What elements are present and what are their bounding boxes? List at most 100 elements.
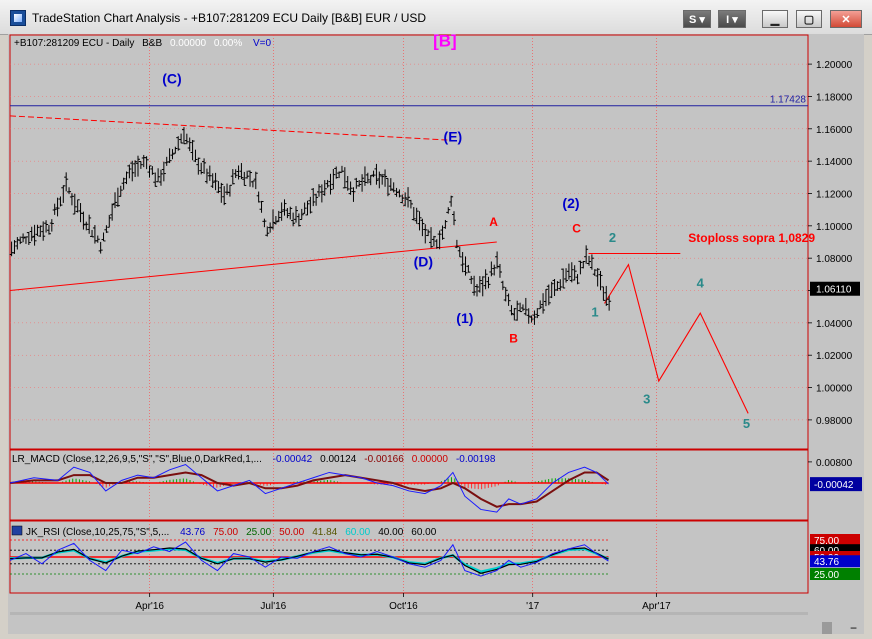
- rsi-panel[interactable]: 75.00 60.00 50.00 43.76 25.00 JK_RSI (Close,…: [9, 520, 860, 594]
- level-line-label: 1.17428: [770, 95, 807, 106]
- rsi-level-label: 25.00: [814, 570, 839, 581]
- macd-header: LR_MACD (Close,12,26,9,5,"S","S",Blue,0,…: [12, 454, 496, 465]
- wave-label: 1: [591, 304, 598, 319]
- macd-label: LR_MACD (Close,12,26,9,5,"S","S",Blue,0,…: [12, 454, 262, 465]
- scroll-handle[interactable]: [822, 622, 832, 634]
- price-tick-label: 1.00000: [816, 384, 853, 395]
- tag-label: B&B: [142, 38, 162, 49]
- rsi-level-label: 43.76: [814, 557, 839, 568]
- indicator-menu-button[interactable]: I ▾: [718, 10, 746, 28]
- macd-value: 0.00124: [320, 454, 357, 465]
- time-tick-label: Oct'16: [389, 601, 418, 612]
- rsi-level-box: [810, 555, 860, 568]
- title-bar[interactable]: TradeStation Chart Analysis - +B107:2812…: [0, 0, 872, 35]
- macd-lines: [9, 463, 610, 513]
- price-axis: 1.20000 1.18000 1.16000 1.14000 1.12000 1.100…: [808, 60, 860, 427]
- rsi-level-box: [810, 568, 860, 580]
- trendline: [9, 241, 497, 292]
- trendline: [9, 115, 449, 141]
- rsi-value: 25.00: [246, 527, 271, 538]
- wave-label: (1): [456, 310, 473, 326]
- wave-label: [B]: [433, 34, 457, 50]
- macd-line: [9, 463, 609, 513]
- chart-canvas[interactable]: 1.20000 1.18000 1.16000 1.14000 1.12000 1.100…: [8, 31, 864, 635]
- wave-label: 4: [697, 275, 705, 290]
- indicator-icon: [11, 525, 23, 536]
- rsi-value: 41.84: [312, 527, 337, 538]
- price-tick-label: 1.04000: [816, 319, 853, 330]
- wave-annotations: (C) [B] (E) A (2) C 2 Stoploss sopra 1,0829 (D) 4…: [162, 31, 815, 431]
- macd-value: -0.00198: [456, 454, 496, 465]
- rsi-values: 43.76 75.00 25.00 50.00 41.84 60.00 40.00 60.00: [180, 527, 437, 538]
- symbol-label: +B107:281209 ECU - Daily: [14, 38, 134, 49]
- rsi-value: 60.00: [411, 527, 436, 538]
- wave-label: Stoploss sopra 1,0829: [688, 231, 815, 245]
- indicator-menu-label: I: [726, 14, 730, 26]
- macd-current-label: -0.00042: [814, 480, 854, 491]
- horizontal-scrollbar[interactable]: [10, 612, 808, 615]
- rsi-value: 75.00: [213, 527, 238, 538]
- volume-label: V=0: [253, 38, 272, 49]
- style-menu-label: S: [689, 14, 697, 26]
- wave-label: 2: [609, 230, 616, 245]
- price-panel[interactable]: 1.20000 1.18000 1.16000 1.14000 1.12000 1.100…: [9, 31, 860, 450]
- rsi-value: 43.76: [180, 527, 205, 538]
- macd-value: 0.00000: [412, 454, 449, 465]
- close-button[interactable]: ✕: [830, 10, 862, 28]
- chart-window[interactable]: 1.20000 1.18000 1.16000 1.14000 1.12000 1.100…: [8, 31, 864, 635]
- macd-panel[interactable]: 0.00800 -0.00042 LR_MACD (Close,12,26,9,5…: [9, 449, 862, 521]
- macd-value: -0.00042: [273, 454, 313, 465]
- wave-label: C: [572, 221, 581, 235]
- price-tick-label: 1.12000: [816, 189, 853, 200]
- maximize-button[interactable]: ▢: [796, 10, 822, 28]
- macd-current-box: [810, 477, 862, 492]
- minimize-icon: ▁: [770, 14, 780, 26]
- macd-signal-line: [9, 471, 610, 508]
- rsi-value: 60.00: [345, 527, 370, 538]
- rsi-level-label: 75.00: [814, 536, 839, 547]
- price-plot-area: [9, 34, 809, 450]
- rsi-average-line: [9, 547, 609, 574]
- wave-label: (C): [162, 71, 181, 87]
- chevron-down-icon: ▾: [696, 14, 705, 26]
- macd-plot-area: [9, 449, 809, 521]
- price-tick-label: 1.18000: [816, 92, 853, 103]
- wave-label: 5: [743, 416, 750, 431]
- rsi-header: JK_RSI (Close,10,25,75,"S",5,... 43.76 75…: [26, 527, 437, 538]
- macd-tick-label: 0.00800: [816, 458, 853, 469]
- price-tick-label: 1.08000: [816, 254, 853, 265]
- wave-label: 3: [643, 392, 650, 407]
- rsi-line: [9, 541, 609, 577]
- wave-label: (E): [444, 129, 463, 145]
- minimize-button[interactable]: ▁: [762, 10, 788, 28]
- wave-label: B: [509, 331, 518, 345]
- macd-values: -0.00042 0.00124 -0.00166 0.00000 -0.00198: [273, 454, 496, 465]
- time-tick-label: '17: [526, 601, 539, 612]
- price-tick-label: 1.02000: [816, 351, 853, 362]
- wave-projection-line: [604, 263, 749, 414]
- rsi-value: 40.00: [378, 527, 403, 538]
- window-title: TradeStation Chart Analysis - +B107:2812…: [32, 11, 427, 25]
- rsi-lines: [9, 539, 610, 577]
- macd-value: -0.00166: [364, 454, 404, 465]
- last-price-box: [810, 281, 860, 296]
- wave-label: (D): [414, 253, 433, 269]
- pct-label: 0.00%: [214, 38, 242, 49]
- rsi-label: JK_RSI (Close,10,25,75,"S",5,...: [26, 527, 169, 538]
- maximize-icon: ▢: [803, 14, 815, 26]
- rsi-value: 50.00: [279, 527, 304, 538]
- tradestation-app-icon: [10, 10, 26, 26]
- time-axis: Apr'16 Jul'16 Oct'16 '17 Apr'17: [135, 593, 671, 612]
- price-tick-label: 1.14000: [816, 157, 853, 168]
- chevron-down-icon: ▾: [729, 14, 738, 26]
- wave-label: (2): [562, 195, 579, 211]
- last-price-label: 1.06110: [816, 285, 852, 296]
- price-tick-label: 1.10000: [816, 222, 853, 233]
- minus-icon[interactable]: −: [850, 621, 857, 635]
- price-bars: [9, 127, 612, 325]
- price-overlays: 1.17428: [9, 95, 808, 414]
- time-tick-label: Apr'16: [135, 601, 164, 612]
- price-tick-label: 1.20000: [816, 60, 853, 71]
- style-menu-button[interactable]: S ▾: [683, 10, 711, 28]
